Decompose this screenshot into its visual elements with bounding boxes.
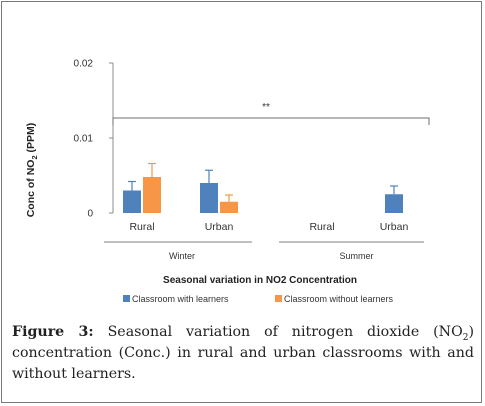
y-tick-label: 0	[87, 209, 93, 220]
caption-text-after: ) concentration (Conc.) in rural and urb…	[12, 324, 474, 382]
bar-classroom-without-learners-1	[220, 201, 238, 213]
bar-classroom-with-learners-1	[200, 183, 218, 213]
y-ticks: 0 0.01 0.02	[74, 59, 113, 220]
category-label: Urban	[380, 221, 409, 233]
significance-bracket: **	[112, 102, 430, 125]
figure-caption: Figure 3: Seasonal variation of nitrogen…	[12, 322, 474, 385]
bar-classroom-with-learners-3	[385, 194, 403, 213]
legend: Classroom with learners Classroom without…	[123, 294, 394, 304]
x-axis-title: Seasonal variation in NO2 Concentration	[163, 275, 357, 286]
group-label: Winter	[169, 251, 195, 261]
bar-classroom-with-learners-0	[123, 190, 141, 213]
y-axis-title: Conc of NO2 (PPM)	[25, 123, 39, 218]
legend-swatch-classroom-without-learners	[275, 295, 282, 302]
bar-classroom-without-learners-0	[143, 177, 161, 213]
y-tick-label: 0.02	[74, 59, 94, 70]
caption-sub: 2	[462, 332, 469, 343]
y-tick-label: 0.01	[74, 134, 94, 145]
caption-label: Figure 3:	[12, 324, 94, 340]
group-label: Summer	[339, 251, 373, 261]
group-labels: Winter Summer	[104, 241, 424, 261]
category-label: Rural	[129, 221, 154, 233]
category-label: Rural	[309, 221, 334, 233]
caption-text-before: Seasonal variation of nitrogen dioxide (…	[93, 324, 463, 340]
y-axis-title-main: Conc of NO	[25, 160, 37, 218]
legend-swatch-classroom-with-learners	[123, 295, 130, 302]
category-labels: Rural Urban Rural Urban	[129, 221, 408, 233]
y-axis-title-sub: 2	[30, 155, 39, 159]
chart: Conc of NO2 (PPM) 0 0.01 0.02 ** Rural Urba…	[25, 59, 430, 304]
category-label: Urban	[205, 221, 234, 233]
legend-label-classroom-without-learners: Classroom without learners	[284, 294, 394, 304]
bars	[123, 162, 403, 213]
y-axis-title-unit: (PPM)	[25, 123, 37, 156]
significance-label: **	[262, 102, 270, 113]
legend-label-classroom-with-learners: Classroom with learners	[132, 294, 229, 304]
